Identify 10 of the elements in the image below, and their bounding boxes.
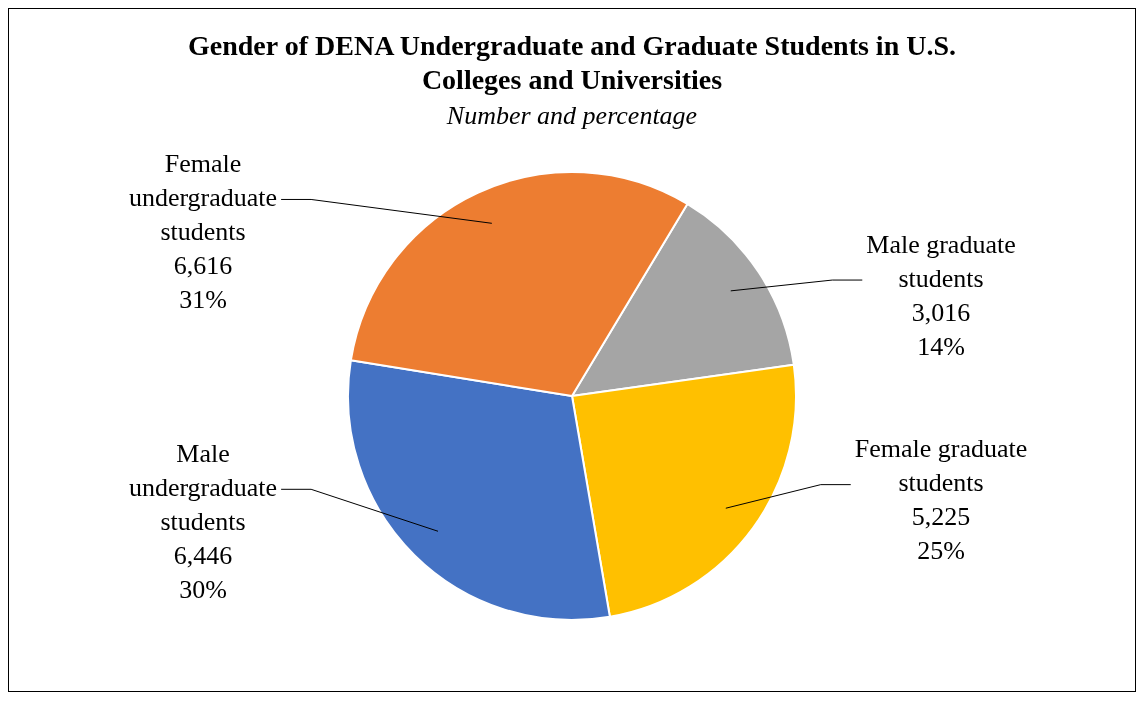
slice-label: Male undergraduate students [128, 439, 278, 537]
slice-label: Male graduate students [866, 229, 1016, 293]
slice-label: Female graduate students [854, 434, 1028, 498]
data-label: 6,446 30% [173, 541, 233, 605]
data-label: 5,225 25% [911, 502, 971, 566]
data-label: 6,616 31% [173, 251, 233, 315]
chart-title: Gender of DENA Undergraduate and Graduate Students in U.S. Colleges and Universities [187, 29, 957, 97]
slice-label: Female undergraduate students [128, 149, 278, 247]
data-label: 3,016 14% [911, 297, 971, 361]
chart-subtitle: Number and percentage [445, 101, 699, 131]
